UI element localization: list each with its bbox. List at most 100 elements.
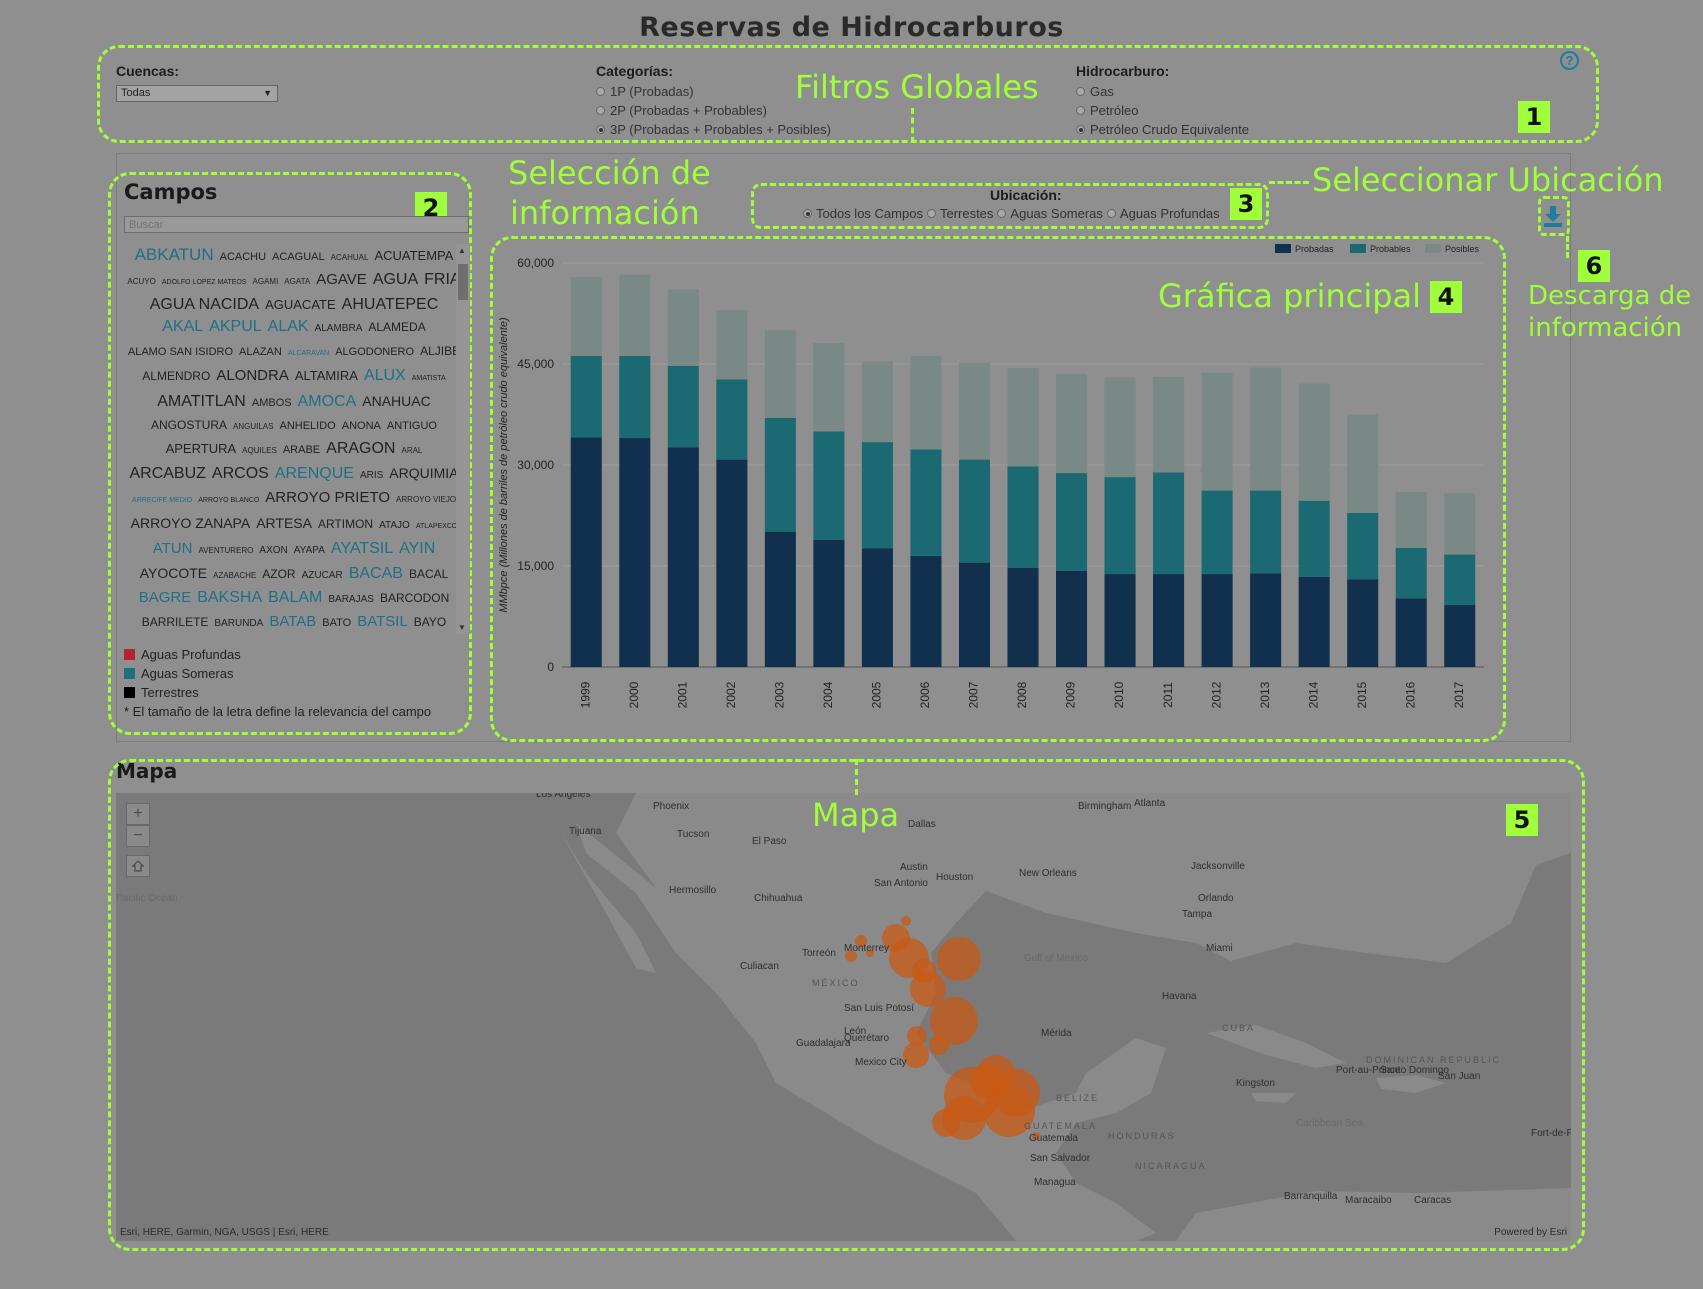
campo-word[interactable]: ARRECIFE MEDIO [131,497,193,504]
campo-word[interactable]: ANTIGUO [386,420,437,432]
campo-word[interactable]: ABKATUN [134,245,214,264]
home-button[interactable] [126,855,150,877]
campo-word[interactable]: ACUATEMPA [374,248,454,263]
campo-word[interactable]: AZABACHE [213,571,257,580]
campo-word[interactable]: AKAL [162,318,204,335]
zoom-in-button[interactable]: + [126,803,150,825]
field-marker[interactable] [929,1035,949,1055]
campo-word[interactable]: ALAMEDA [368,320,426,334]
cuencas-select[interactable]: Todas ▼ [116,85,278,102]
campo-word[interactable]: BAKSHA [197,589,263,606]
campo-word[interactable]: AMOCA [297,393,357,410]
campo-word[interactable]: BARCODON [379,591,450,605]
field-marker[interactable] [1032,1132,1040,1140]
campo-word[interactable]: ADOLFO LOPEZ MATEOS [161,279,247,286]
campo-word[interactable]: ACUYO [127,277,156,286]
scroll-down-icon[interactable]: ▼ [458,623,466,632]
campo-word[interactable]: AZOR [262,567,296,581]
campo-word[interactable]: AYATSIL [330,540,394,557]
campo-word[interactable]: ARROYO PRIETO [265,489,391,506]
campo-word[interactable]: AVENTURERO [198,546,254,555]
campo-word[interactable]: ANGUILAS [233,422,274,431]
campo-word[interactable]: AMATISTA [411,375,446,382]
campo-word[interactable]: BATSIL [357,613,408,630]
field-marker[interactable] [901,916,911,926]
campo-word[interactable]: ALAK [267,318,309,335]
campo-word[interactable]: AZUCAR [301,570,343,581]
campo-word[interactable]: AGUA NACIDA [149,296,260,313]
field-marker[interactable] [992,1069,1040,1117]
field-marker[interactable] [937,937,981,981]
campo-word[interactable]: AGAMI [252,277,279,286]
campo-word[interactable]: BACAL [408,567,449,581]
campo-word[interactable]: ALUX [363,367,406,384]
campo-word[interactable]: ARCABUZ [129,465,206,482]
field-marker[interactable] [866,949,874,957]
field-marker[interactable] [932,1109,960,1137]
hidrocarburo-gas[interactable]: Gas [1076,82,1249,101]
campo-word[interactable]: AYAPA [293,545,325,556]
ubicacion-aguas-someras[interactable]: Aguas Someras [1010,206,1103,221]
campo-word[interactable]: ARROYO VIEJO [396,495,457,504]
campo-word[interactable]: ARIS [359,470,384,481]
campo-word[interactable]: BALAM [268,589,323,606]
campo-word[interactable]: ARENQUE [274,465,354,482]
campo-word[interactable]: BATAB [269,613,317,630]
campo-word[interactable]: ANONA [341,420,381,432]
scroll-thumb[interactable] [458,264,468,300]
field-marker[interactable] [845,950,857,962]
field-marker[interactable] [907,1026,927,1046]
campo-word[interactable]: ALAMO SAN ISIDRO [127,346,234,358]
categoria-2p[interactable]: 2P (Probadas + Probables) [596,101,831,120]
campo-word[interactable]: ATUN [152,540,193,557]
campo-word[interactable]: BARRILETE [141,615,209,629]
campo-word[interactable]: ARROYO ZANAPA [130,515,251,531]
campo-word[interactable]: BAGRE [138,589,192,606]
campo-word[interactable]: AYOCOTE [139,565,208,581]
ubicacion-todos[interactable]: Todos los Campos [816,206,923,221]
field-marker[interactable] [910,971,946,1007]
field-marker[interactable] [855,935,867,947]
download-icon[interactable] [1542,204,1564,230]
campo-word[interactable]: AKPUL [209,318,262,335]
campo-word[interactable]: BACAB [348,565,403,582]
ubicacion-terrestres[interactable]: Terrestes [939,206,994,221]
campo-word[interactable]: BAYO [413,615,447,629]
campo-word[interactable]: AGUA [372,271,419,288]
campo-word[interactable]: ALTAMIRA [294,368,358,383]
campo-word[interactable]: ANHELIDO [279,420,336,432]
campo-word[interactable]: AGAVE [316,271,367,288]
campo-word[interactable]: ANGOSTURA [151,418,228,432]
campo-word[interactable]: ARAL [401,446,423,455]
campo-word[interactable]: ALJIBE [420,344,461,358]
zoom-out-button[interactable]: − [126,825,150,847]
scroll-up-icon[interactable]: ▲ [458,246,466,255]
help-icon[interactable]: ? [1560,51,1579,70]
radio-selected-icon[interactable] [803,209,812,218]
campo-word[interactable]: BARUNDA [214,618,264,629]
campo-word[interactable]: ALCARAVAN [287,350,330,357]
campo-word[interactable]: AHUATEPEC [341,296,439,313]
campo-word[interactable]: FRIA [424,271,461,288]
hidrocarburo-petroleo[interactable]: Petróleo [1076,101,1249,120]
campo-word[interactable]: AXON [259,545,288,556]
radio-icon[interactable] [1106,209,1116,218]
campo-word[interactable]: ALMENDRO [142,369,211,383]
campo-word[interactable]: ARTIMON [317,517,374,531]
campo-word[interactable]: ANAHUAC [362,393,431,409]
mapa-view[interactable]: + − Los Angeles Phoenix Tijuana Tucson El Pa… [116,793,1571,1241]
radio-icon[interactable] [926,209,936,218]
campo-word[interactable]: ACAHUAL [330,253,369,262]
campo-word[interactable]: AMATITLAN [157,393,246,410]
campo-word[interactable]: ARROYO BLANCO [198,497,260,504]
campo-word[interactable]: AGUACATE [265,297,336,312]
field-marker[interactable] [930,997,978,1045]
campo-word[interactable]: AMBOS [251,397,292,409]
campos-scrollbar[interactable]: ▲ ▼ [456,244,470,634]
campo-word[interactable]: ATLAPEXCO [415,523,458,530]
campo-word[interactable]: AQUILES [242,446,277,455]
categoria-3p[interactable]: 3P (Probadas + Probables + Posibles) [596,120,831,139]
campo-word[interactable]: ATAJO [379,520,410,531]
campo-word[interactable]: ARCOS [211,465,269,482]
campo-word[interactable]: ALONDRA [216,367,289,384]
